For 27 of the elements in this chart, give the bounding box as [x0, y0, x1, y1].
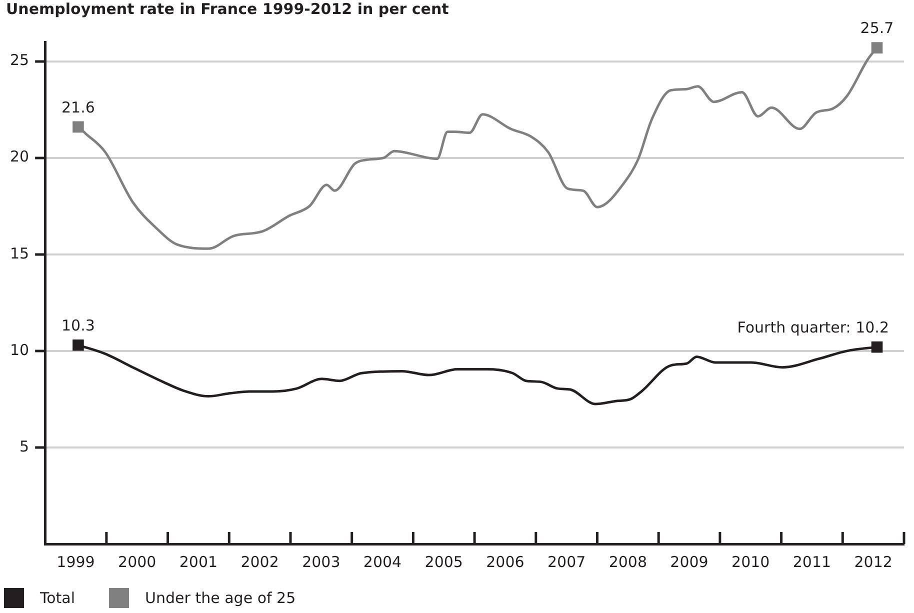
x-tick-label: 2001: [179, 552, 218, 571]
chart-title: Unemployment rate in France 1999-2012 in per cent: [6, 0, 449, 18]
x-tick-label: 2010: [732, 552, 770, 571]
point: [72, 339, 84, 351]
x-tick-label: 2000: [118, 552, 156, 571]
data-label: 10.3: [62, 316, 95, 335]
legend-label: Under the age of 25: [145, 589, 296, 607]
x-tick-label: 2004: [363, 552, 402, 571]
x-tick-label: 2011: [792, 552, 832, 571]
data-label: 25.7: [860, 19, 894, 38]
x-tick-label: 2006: [486, 552, 524, 571]
y-tick-label: 25: [10, 51, 30, 70]
x-tick-label: 2003: [302, 552, 340, 571]
data-label: 21.6: [62, 98, 95, 116]
y-tick-label: 5: [20, 437, 30, 456]
x-tick-label: 2007: [547, 552, 586, 571]
x-tick-label: 1999: [56, 552, 95, 571]
legend-label: Total: [40, 589, 76, 607]
y-tick-label: 15: [10, 244, 30, 262]
x-tick-label: 2009: [670, 552, 708, 571]
y-tick-label: 20: [10, 148, 30, 166]
x-tick-label: 2008: [608, 552, 648, 571]
x-tick-label: 2012: [854, 552, 892, 571]
data-label: Fourth quarter: 10.2: [737, 318, 890, 336]
x-tick-label: 2005: [424, 552, 463, 571]
y-tick-label: 10: [10, 340, 30, 359]
x-tick-label: 2002: [240, 552, 279, 571]
